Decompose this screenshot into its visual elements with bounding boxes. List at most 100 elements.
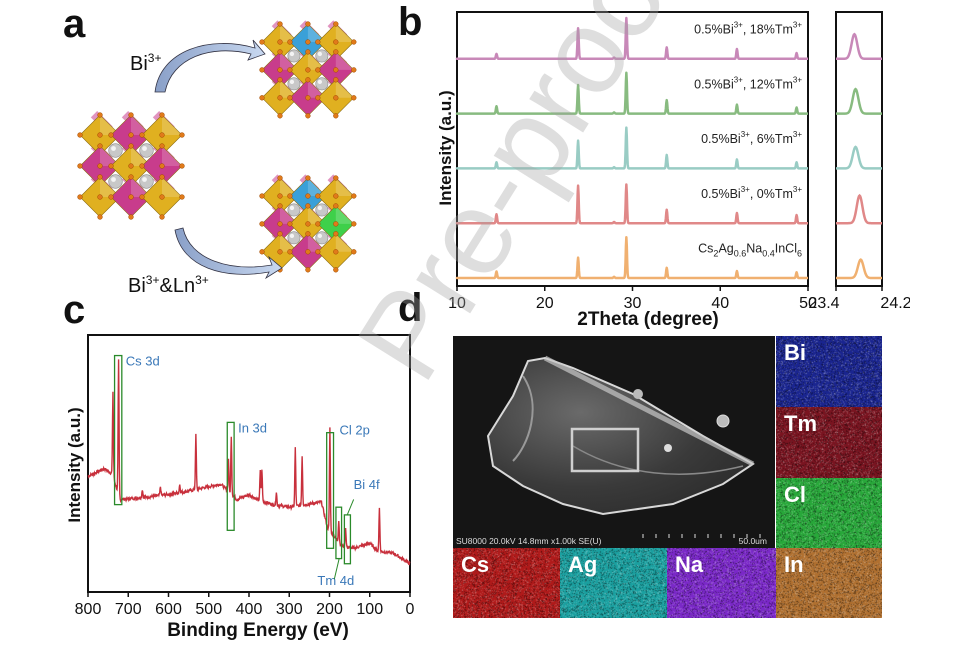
xrd-series-label: 0.5%Bi3+, 0%Tm3+ <box>701 185 802 201</box>
panel-c-xps-chart: Intensity (a.u.) 800 700 600 500 400 300 200 10… <box>65 334 415 641</box>
cl-atom <box>315 95 321 101</box>
cl-atom <box>333 231 339 237</box>
xps-plot: 800 700 600 500 400 300 200 100 0 Cs 3d In 3d Cl 2p… <box>75 334 415 618</box>
cl-atom <box>159 174 165 180</box>
xrd-x-tick-label: 20 <box>536 295 554 312</box>
xrd-x-axis-label: 2Theta (degree) <box>577 309 718 330</box>
xps-peak-box <box>113 354 123 506</box>
xps-x-tick-label: 100 <box>356 601 383 618</box>
cs-atom <box>315 203 329 217</box>
xps-x-tick-label: 300 <box>276 601 303 618</box>
xrd-series-label: 0.5%Bi3+, 6%Tm3+ <box>701 130 802 146</box>
xps-x-tick-label: 800 <box>75 601 102 618</box>
xrd-x-tick-label: 40 <box>711 295 729 312</box>
cl-atom <box>333 193 339 199</box>
eds-element-label: Ag <box>568 552 598 577</box>
cl-atom <box>305 175 311 181</box>
eds-map-ag: Ag <box>560 548 667 618</box>
eds-map-na: Na <box>667 548 776 618</box>
panel-label-a: a <box>63 2 86 46</box>
cl-atom <box>351 193 357 199</box>
cl-atom <box>351 67 357 73</box>
cl-atom <box>305 203 311 209</box>
xps-x-axis-label: Binding Energy (eV) <box>167 620 349 641</box>
cl-atom <box>305 249 311 255</box>
xps-peak-label: Bi 4f <box>354 477 380 492</box>
cl-atom <box>287 39 293 45</box>
eds-map-tm: Tm <box>776 407 882 478</box>
cl-atom <box>305 95 311 101</box>
panel-label-b: b <box>398 0 423 44</box>
eds-map-cs: Cs <box>453 548 560 618</box>
cl-atom <box>277 67 283 73</box>
cl-atom <box>277 175 283 181</box>
xps-x-tick-label: 600 <box>155 601 182 618</box>
cl-atom <box>259 67 265 73</box>
xrd-inset-peak <box>836 193 882 225</box>
eds-noise-texture <box>776 407 882 478</box>
cl-atom <box>351 95 357 101</box>
cl-atom <box>333 249 339 255</box>
cl-atom <box>351 221 357 227</box>
cl-atom <box>139 163 145 169</box>
eds-noise-texture <box>560 548 667 618</box>
cl-atom <box>287 193 293 199</box>
cl-atom <box>305 231 311 237</box>
eds-map-bi: Bi <box>776 336 882 407</box>
xps-x-tick-label: 700 <box>115 601 142 618</box>
cl-atom <box>315 39 321 45</box>
sem-scale-label: 50.0um <box>738 536 767 546</box>
cl-atom <box>139 194 145 200</box>
cl-atom <box>315 249 321 255</box>
xrd-inset-tick-label: 24.2 <box>880 295 910 312</box>
cl-atom <box>97 163 103 169</box>
xrd-series-label: Cs2Ag0.6Na0.4InCl6 <box>698 242 802 259</box>
cs-atom <box>287 231 301 245</box>
eds-noise-texture <box>776 478 882 548</box>
cl-atom <box>315 193 321 199</box>
cl-atom <box>305 193 311 199</box>
xrd-main-plot: 10 20 30 40 50 0.5%Bi3+, 18%Tm3+ 0.5%Bi3+, 12%… <box>448 11 817 312</box>
sem-crystal <box>486 355 761 538</box>
cl-atom <box>277 231 283 237</box>
cl-atom <box>259 193 265 199</box>
cl-atom <box>179 132 185 138</box>
xrd-inset-tick-label: 23.4 <box>808 295 839 312</box>
cl-atom <box>159 163 165 169</box>
xrd-inset-peak <box>836 87 882 115</box>
eds-noise-texture <box>776 548 882 618</box>
xrd-y-axis-label: Intensity (a.u.) <box>436 90 455 205</box>
xrd-x-tick-label: 50 <box>799 295 817 312</box>
xrd-inset-peak <box>836 258 882 280</box>
cl-atom <box>159 132 165 138</box>
xrd-series-label: 0.5%Bi3+, 18%Tm3+ <box>694 21 802 37</box>
sem-image: SU8000 20.0kV 14.8mm x1.00k SE(U) 50.0um <box>453 336 775 548</box>
cl-atom <box>277 39 283 45</box>
host-crystal-structure <box>77 110 185 220</box>
cl-atom <box>159 214 165 220</box>
eds-map-cl: Cl <box>776 478 882 548</box>
cl-atom <box>305 267 311 273</box>
sem-selection-box <box>570 427 640 473</box>
xps-peak-label: Tm 4d <box>317 573 354 588</box>
cl-atom <box>333 67 339 73</box>
cs-atom <box>108 143 123 158</box>
cs-atom <box>108 174 123 189</box>
cl-atom <box>333 21 339 27</box>
cs-atom <box>287 77 301 91</box>
cl-atom <box>159 143 165 149</box>
cl-atom <box>305 21 311 27</box>
cl-atom <box>259 249 265 255</box>
cl-atom <box>179 194 185 200</box>
cl-atom <box>287 249 293 255</box>
cl-atom <box>97 132 103 138</box>
cs-atom <box>287 49 301 63</box>
cl-atom <box>108 194 114 200</box>
cl-atom <box>305 113 311 119</box>
cs-atom <box>315 77 329 91</box>
cl-atom <box>333 221 339 227</box>
xps-peak-label: Cs 3d <box>126 354 160 369</box>
xps-spectrum-line <box>87 359 411 566</box>
xrd-inset-peak <box>836 32 882 61</box>
xrd-series-line <box>455 16 809 61</box>
